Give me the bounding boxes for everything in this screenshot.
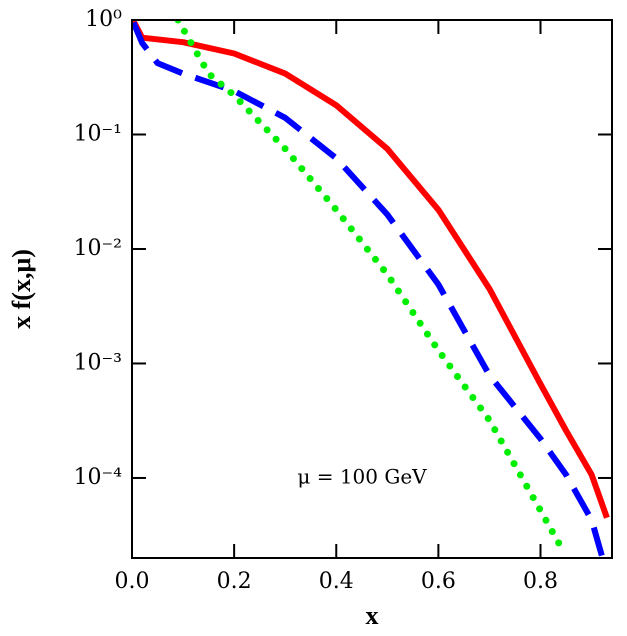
series-line: [132, 20, 610, 519]
plot-lines: [132, 20, 610, 557]
x-tick-label: 0.8: [523, 569, 558, 594]
series-line: [174, 20, 565, 551]
x-tick-label: 0.2: [217, 569, 252, 594]
y-axis-label: x f(x,μ): [7, 249, 36, 329]
x-tick-label: 0.0: [115, 569, 150, 594]
x-tick-label: 0.6: [421, 569, 456, 594]
y-tick-label: 10⁻³: [74, 350, 122, 375]
y-tick-label: 10⁻²: [74, 236, 122, 261]
series-line: [132, 21, 605, 557]
y-tick-label: 10⁻¹: [74, 121, 122, 146]
y-tick-label: 10⁰: [85, 7, 122, 32]
x-axis-label: x: [366, 601, 379, 630]
x-tick-label: 0.4: [319, 569, 354, 594]
annotation: μ = 100 GeV: [297, 465, 427, 489]
y-tick-label: 10⁻⁴: [74, 465, 123, 490]
frame: [131, 19, 613, 559]
